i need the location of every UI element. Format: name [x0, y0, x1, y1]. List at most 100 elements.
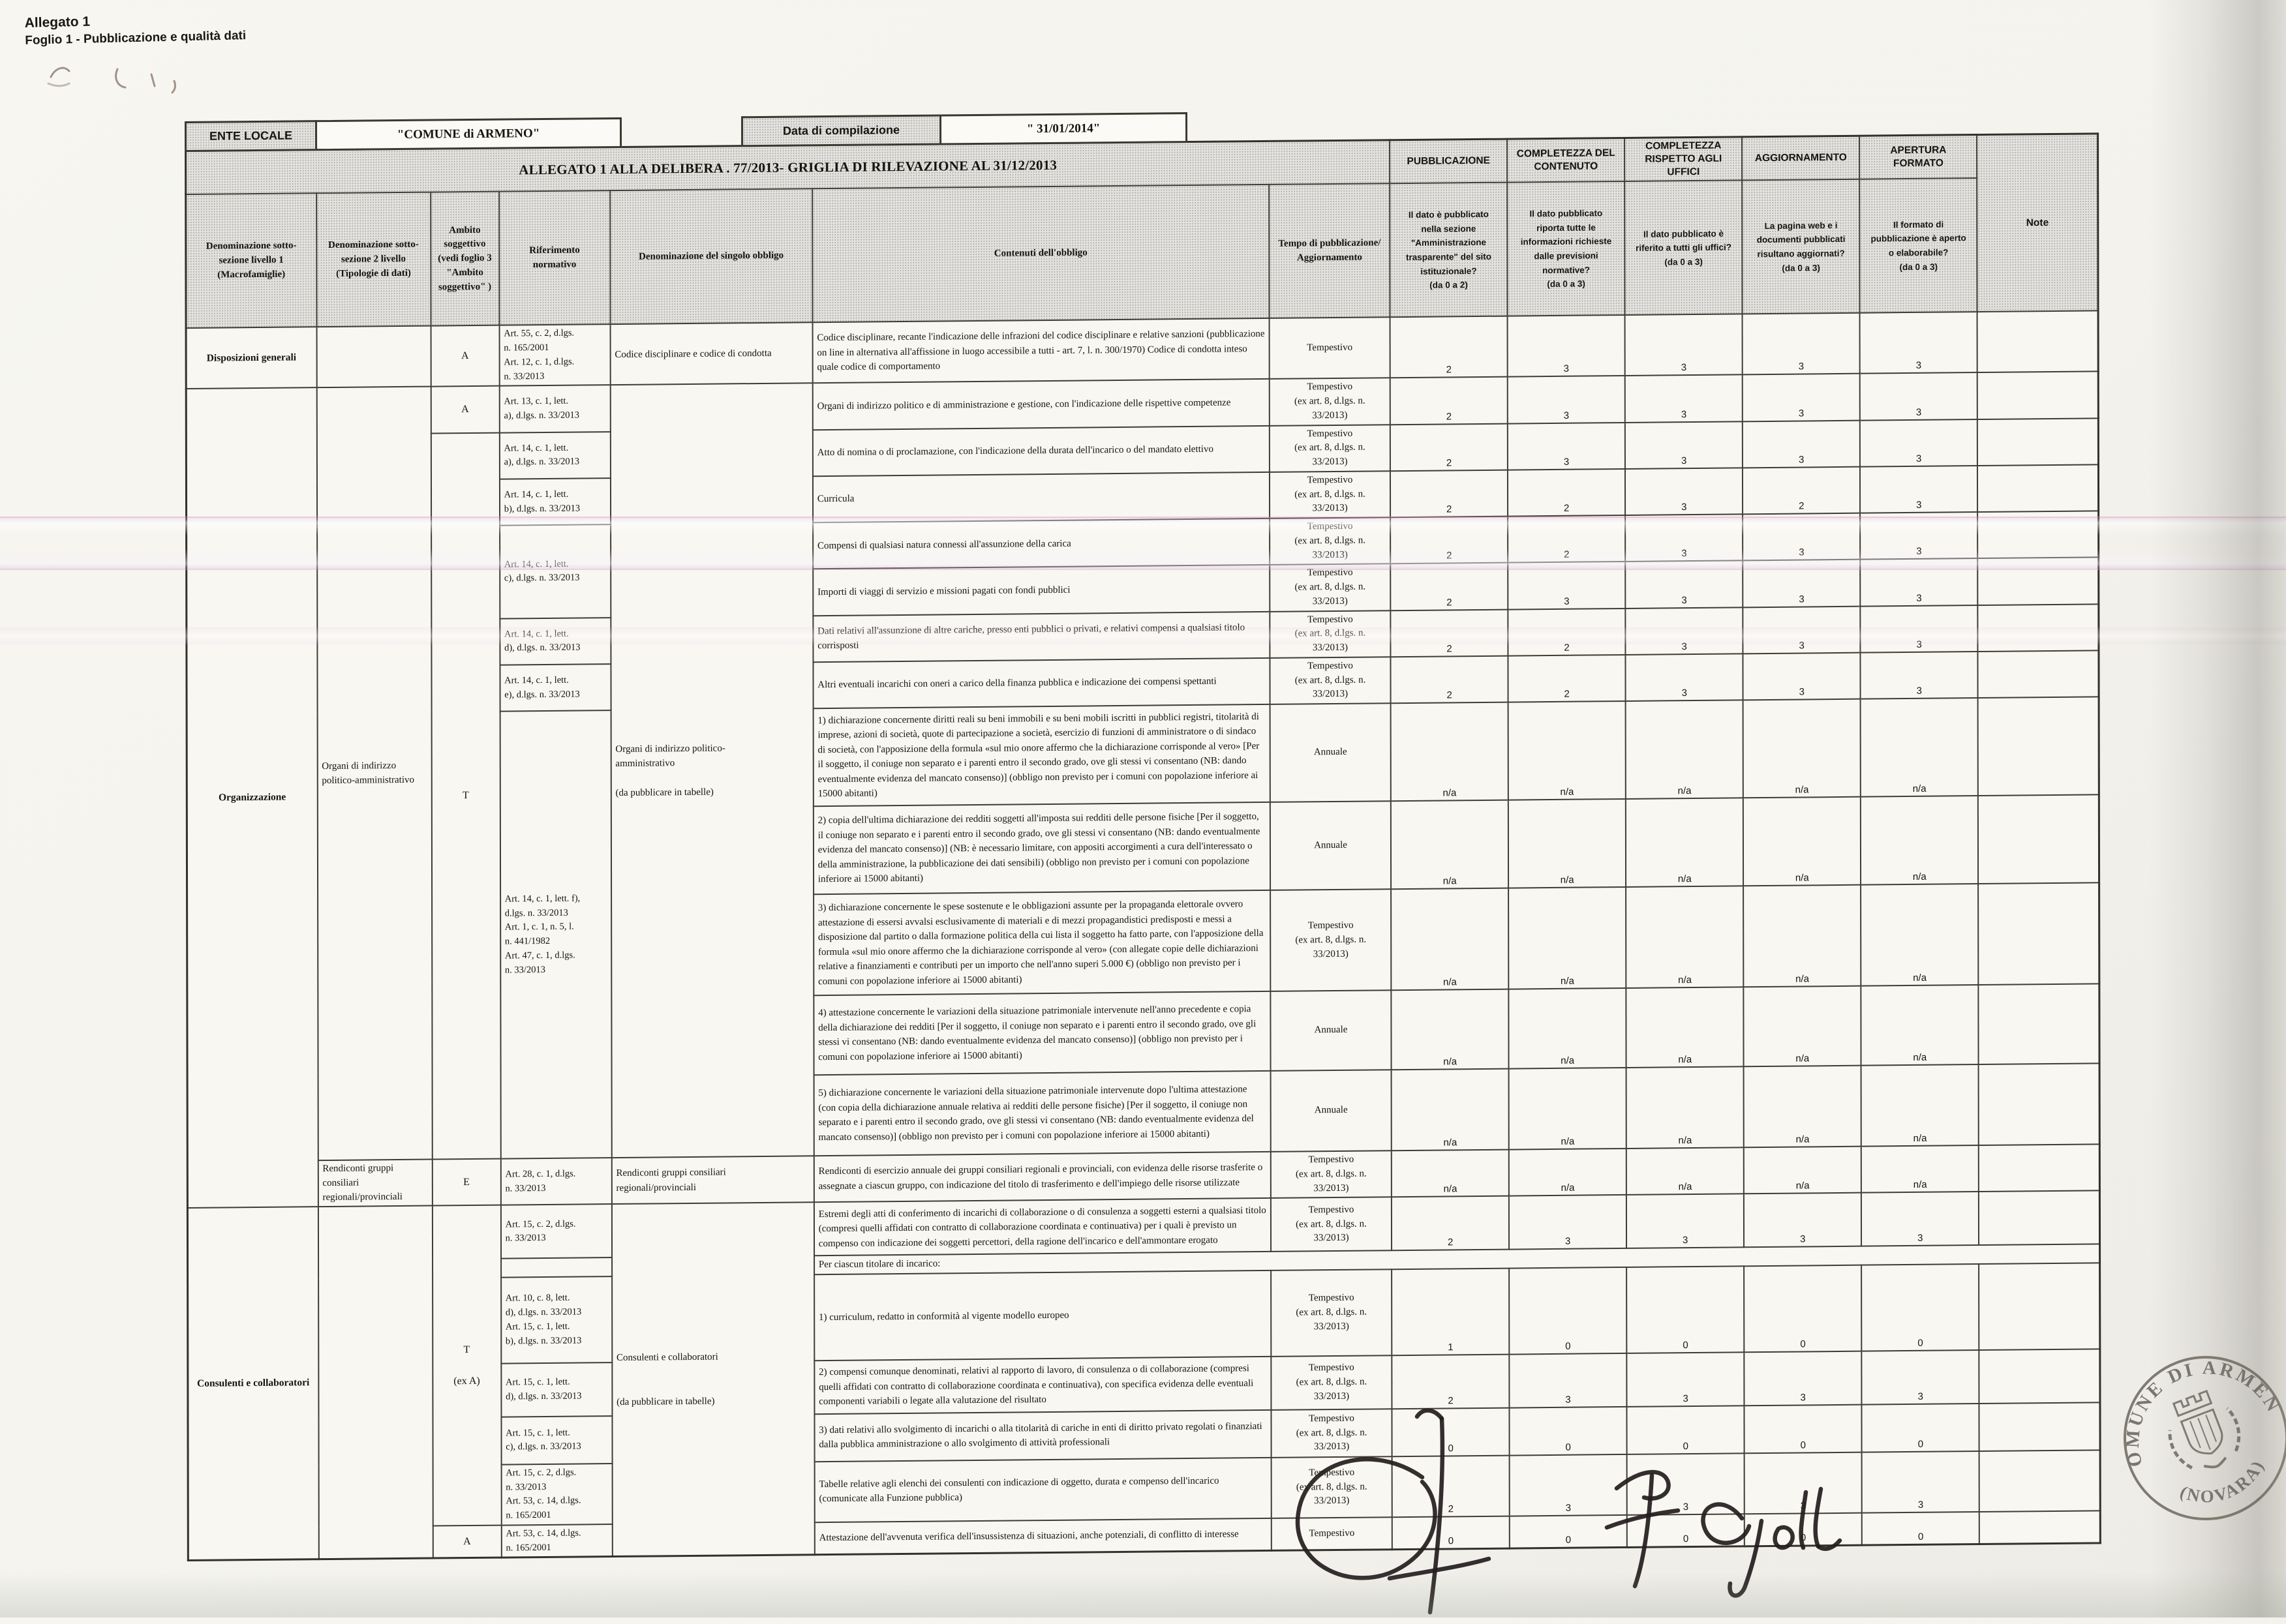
cell-note [1979, 1402, 2101, 1451]
cell-tempo-pubblicazione: Tempestivo (ex art. 8, d.lgs. n. 33/2013… [1270, 889, 1392, 992]
cell-contenuti-obbligo: Estremi degli atti di conferimento di in… [814, 1198, 1272, 1256]
griglia-rilevazione-table: ALLEGATO 1 ALLA DELIBERA . 77/2013- GRIG… [185, 132, 2101, 1562]
cell-score: 3 [1744, 1193, 1862, 1248]
cell-score: 3 [1625, 607, 1743, 655]
cell-score: n/a [1626, 886, 1744, 989]
cell-score: n/a [1743, 1146, 1862, 1194]
cell-note [1977, 650, 2099, 699]
cell-note [1979, 1263, 2100, 1350]
cell-tempo-pubblicazione: Annuale [1270, 990, 1392, 1072]
cell-tempo-pubblicazione: Annuale [1270, 801, 1392, 891]
cell-contenuti-obbligo: Curricula [812, 472, 1270, 523]
cell-score: n/a [1508, 701, 1626, 800]
question-apertura-formato: Il formato di pubblicazione è aperto o e… [1859, 178, 1977, 314]
cell-ambito-soggettivo: A [433, 1525, 502, 1559]
cell-score: 2 [1390, 655, 1508, 704]
cell-contenuti-obbligo: 5) dichiarazione concernente le variazio… [814, 1071, 1271, 1156]
cell-score: 3 [1859, 312, 1978, 374]
cell-riferimento-normativo: Art. 14, c. 1, lett. d), d.lgs. n. 33/20… [499, 617, 611, 665]
data-compilazione-label: Data di compilazione [740, 114, 942, 147]
signature-3 [1701, 1486, 1842, 1598]
cell-score: 2 [1390, 516, 1508, 564]
cell-score: 2 [1390, 377, 1508, 425]
cell-score: 3 [1625, 514, 1743, 562]
cell-riferimento-normativo: Art. 14, c. 1, lett. c), d.lgs. n. 33/20… [499, 524, 611, 619]
stamp-coat-of-arms [2168, 1389, 2241, 1469]
col-header-aggiornamento: AGGIORNAMENTO [1742, 136, 1860, 181]
cell-contenuti-obbligo: Organi di indirizzo politico e di ammini… [812, 379, 1270, 430]
cell-score: 3 [1507, 422, 1626, 470]
cell-note [1977, 557, 2099, 605]
stamp-outer-ring [2124, 1356, 2286, 1520]
cell-score: n/a [1860, 698, 1979, 797]
cell-tipologia-dati: Rendiconti gruppi consiliari regionali/p… [318, 1159, 433, 1207]
cell-contenuti-obbligo: 1) curriculum, redatto in conformità al … [814, 1270, 1272, 1361]
annotation-foglio: Foglio 1 - Pubblicazione e qualità dati [25, 29, 247, 48]
cell-score: n/a [1861, 884, 1979, 986]
cell-denominazione-obbligo: Rendiconti gruppi consiliari regionali/p… [611, 1156, 814, 1205]
handwritten-signatures [1295, 1408, 1842, 1615]
cell-contenuti-obbligo: Importi di viaggi di servizio e missioni… [812, 565, 1270, 616]
cell-score: 0 [1509, 1267, 1627, 1355]
col-header-completezza-contenuto: COMPLETEZZA DEL CONTENUTO [1507, 138, 1625, 183]
annotation-allegato: Allegato 1 [24, 14, 91, 31]
grid-body: Disposizioni generali A Art. 55, c. 2, d.l… [186, 310, 2101, 1561]
cell-score: 3 [1624, 374, 1743, 423]
rilevazione-grid: ENTE LOCALE "COMUNE di ARMENO" Data di c… [185, 104, 2101, 1562]
cell-score: 2 [1390, 563, 1508, 610]
cell-tempo-pubblicazione: Tempestivo (ex art. 8, d.lgs. n. 33/2013… [1270, 517, 1391, 565]
ente-locale-value: "COMUNE di ARMENO" [314, 117, 622, 151]
cell-score: 3 [1743, 560, 1861, 607]
data-compilazione-value: " 31/01/2014" [939, 112, 1188, 145]
cell-riferimento-normativo: Art. 15, c. 1, lett. d), d.lgs. n. 33/20… [500, 1362, 613, 1417]
stamp-text-top: COMUNE DI ARMENO [2080, 1312, 2286, 1475]
cell-macrofamiglia: Disposizioni generali [186, 327, 317, 389]
cell-note [1977, 464, 2099, 513]
pen-scribble-icon [47, 67, 176, 94]
cell-score: 0 [1626, 1266, 1745, 1353]
cell-score: 3 [1860, 558, 1978, 607]
cell-denominazione-obbligo: Organi di indirizzo politico- amministra… [610, 383, 814, 1158]
col-header-ambito-soggettivo: Ambito soggettivo (vedi foglio 3 "Ambito… [430, 192, 500, 326]
col-header-completezza-uffici: COMPLETEZZA RISPETTO AGLI UFFICI [1624, 136, 1743, 182]
cell-score: 3 [1625, 654, 1743, 702]
col-header-contenuti-obbligo: Contenuti dell'obbligo [812, 185, 1270, 323]
cell-score: 3 [1509, 1195, 1627, 1250]
cell-note [1978, 794, 2099, 884]
cell-note [1978, 1063, 2100, 1146]
cell-note [1977, 418, 2099, 466]
cell-score: n/a [1626, 1066, 1744, 1149]
cell-score: 3 [1742, 313, 1860, 375]
cell-riferimento-normativo: Art. 15, c. 2, d.lgs. n. 33/2013 [500, 1204, 612, 1259]
cell-score: 2 [1508, 654, 1626, 702]
cell-score: 2 [1390, 609, 1508, 657]
cell-note [1979, 1349, 2100, 1404]
cell-score: 2 [1508, 468, 1626, 517]
cell-score: 3 [1624, 314, 1743, 376]
cell-score: n/a [1743, 1065, 1862, 1148]
cell-score: n/a [1508, 1068, 1626, 1150]
cell-tempo-pubblicazione: Tempestivo (ex art. 8, d.lgs. n. 33/2013… [1270, 657, 1391, 705]
question-pubblicazione: Il dato è pubblicato nella sezione "Ammi… [1390, 183, 1508, 318]
question-completezza-contenuto: Il dato pubblicato riporta tutte le info… [1507, 181, 1625, 317]
cell-tipologia-dati [318, 1205, 433, 1560]
cell-denominazione-obbligo: Codice disciplinare e codice di condotta [610, 322, 813, 385]
cell-score: 2 [1508, 608, 1626, 656]
cell-contenuti-obbligo: 2) copia dell'ultima dichiarazione dei r… [813, 802, 1271, 895]
cell-riferimento-normativo: Art. 14, c. 1, lett. a), d.lgs. n. 33/20… [499, 431, 611, 479]
cell-note [1979, 1450, 2101, 1512]
cell-tempo-pubblicazione: Tempestivo (ex art. 8, d.lgs. n. 33/2013… [1270, 610, 1391, 658]
cell-tempo-pubblicazione: Tempestivo (ex art. 8, d.lgs. n. 33/2013… [1269, 378, 1390, 426]
cell-score: 3 [1743, 652, 1861, 700]
cell-tempo-pubblicazione: Annuale [1270, 1070, 1392, 1152]
cell-note [1977, 511, 2099, 559]
cell-riferimento-normativo: Art. 15, c. 2, d.lgs. n. 33/2013 Art. 53… [501, 1463, 613, 1526]
cell-score: n/a [1626, 798, 1744, 888]
cell-score: n/a [1390, 702, 1508, 802]
cell-score: 0 [1861, 1263, 1979, 1351]
cell-tipologia-dati [316, 325, 431, 388]
question-aggiornamento: La pagina web e i documenti pubblicati r… [1742, 179, 1860, 314]
cell-contenuti-obbligo: 2) compensi comunque denominati, relativ… [814, 1356, 1272, 1415]
cell-score: n/a [1508, 988, 1626, 1069]
